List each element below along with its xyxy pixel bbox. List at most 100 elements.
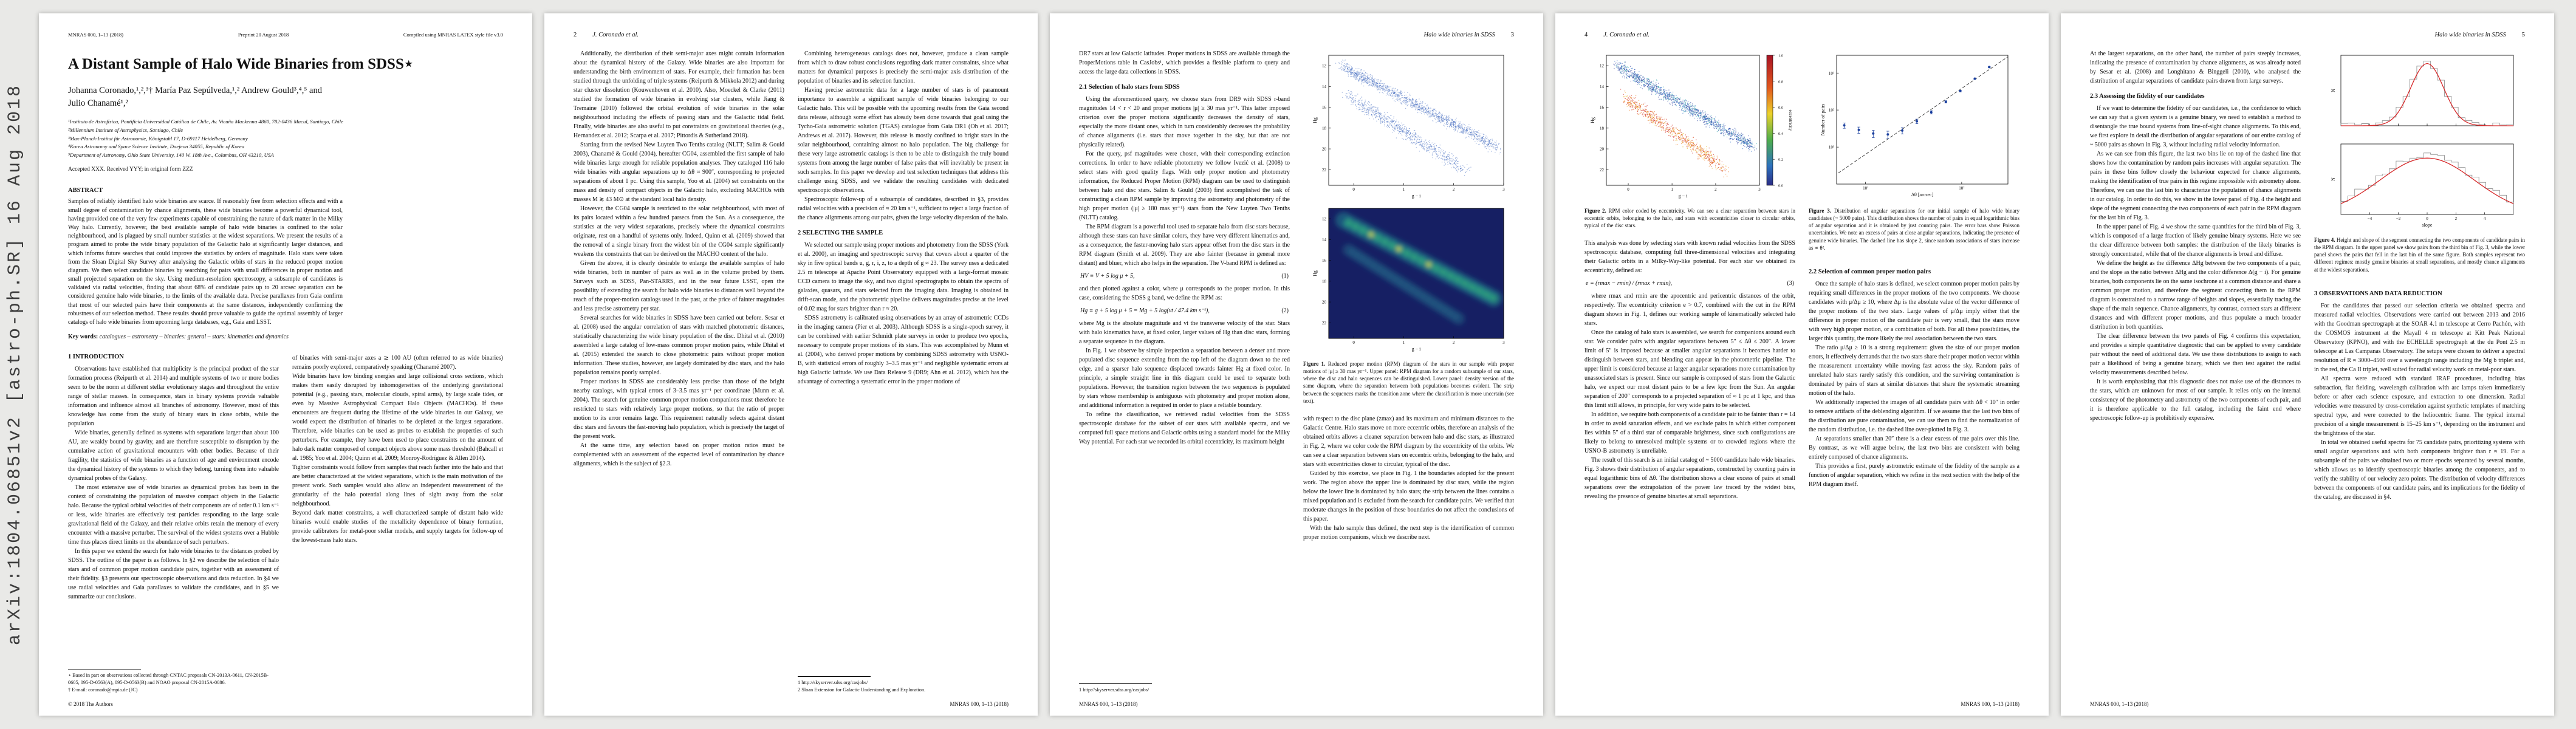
paragraph: Wide binaries have low binding energies …: [292, 373, 503, 462]
page2-paragraphs-right-a: Combining heterogeneous catalogs does no…: [798, 49, 1009, 222]
paragraph: We selected our sample using proper moti…: [798, 242, 1009, 312]
page4-running-head: 4 J. Coronado et al.: [1584, 32, 2019, 38]
svg-text:20: 20: [1600, 147, 1605, 152]
page3-footer: MNRAS 000, 1–13 (2018): [1079, 701, 1138, 707]
svg-text:16: 16: [1322, 258, 1327, 263]
page-number: 4: [1584, 32, 1588, 38]
svg-text:10²: 10²: [1828, 108, 1834, 113]
svg-text:−4: −4: [2367, 216, 2372, 221]
svg-text:12: 12: [1600, 64, 1605, 69]
paragraph: We additionally inspected the images of …: [1809, 399, 2019, 433]
page-2: 2 J. Coronado et al. Additionally, the d…: [544, 13, 1038, 716]
keywords-line: Key words: catalogues – astrometry – bin…: [68, 333, 343, 341]
figure-4-caption: Figure 4. Height and slope of the segmen…: [2314, 236, 2525, 273]
page-4: 4 J. Coronado et al. 0 1 2 3 12 14 16 18 20 22 g −…: [1555, 13, 2049, 716]
page2-columns: Additionally, the distribution of their …: [574, 49, 1009, 694]
paragraph: Combining heterogeneous catalogs does no…: [798, 50, 1009, 84]
intro-paragraphs-left: Observations have established that multi…: [68, 364, 279, 601]
svg-text:0: 0: [1352, 187, 1355, 192]
paragraph: Spectroscopic follow-up of a subsample o…: [798, 196, 1009, 221]
page4-paragraphs-left: where rmax and rmin are the apocentric a…: [1584, 292, 1795, 501]
footnote: 1 http://skyserver.sdss.org/casjobs/: [798, 679, 868, 685]
equation-3: e = (rmax − rmin) / (rmax + rmin), (3): [1586, 280, 1794, 287]
figure-3: 10¹ 10² 10³ 10² 10¹ Δθ [arcsec] Number of pair…: [1809, 50, 2019, 258]
page3-column-right: 0 1 2 3 12 14 16 18 20 22 g − i Hg 0 1 2 3 12 14 16 18 20 22…: [1303, 49, 1514, 694]
paragraph: The result of this search is an initial …: [1584, 457, 1795, 501]
section-3-heading: 3 OBSERVATIONS AND DATA REDUCTION: [2314, 290, 2442, 297]
svg-text:20: 20: [1322, 147, 1327, 152]
svg-text:0: 0: [1352, 340, 1355, 345]
paragraph: For the query, psf magnitudes were chose…: [1079, 151, 1290, 221]
page1-footer: © 2018 The Authors: [68, 701, 113, 707]
svg-text:10¹: 10¹: [1863, 186, 1868, 191]
paragraph: To refine the classification, we retriev…: [1079, 411, 1290, 445]
svg-text:g − i: g − i: [1411, 346, 1421, 352]
paragraph: With the halo sample thus defined, the n…: [1303, 524, 1514, 541]
paragraph: It is worth emphasizing that this diagno…: [2090, 378, 2301, 422]
arxiv-stamp: arXiv:1804.06851v2 [astro-ph.SR] 16 Aug …: [5, 83, 26, 646]
page2-running-head: 2 J. Coronado et al.: [574, 32, 1009, 38]
svg-text:4: 4: [2483, 216, 2485, 221]
paragraph: where Mg is the absolute magnitude and v…: [1079, 320, 1290, 345]
equation-1: HV ≡ V + 5 log μ + 5, (1): [1080, 273, 1289, 279]
svg-text:0.6: 0.6: [1778, 106, 1784, 110]
svg-text:Number of pairs: Number of pairs: [1820, 104, 1826, 135]
abstract-text: Samples of reliably identified halo wide…: [68, 198, 343, 326]
svg-text:20: 20: [1322, 300, 1327, 305]
equation-3-number: (3): [1787, 280, 1794, 287]
page-5: Halo wide binaries in SDSS 5 At the larg…: [2061, 13, 2554, 716]
equation-2: Hg ≡ g + 5 log μ + 5 = Mg + 5 log(vt / 4…: [1080, 307, 1289, 314]
page5-footer: MNRAS 000, 1–13 (2018): [2090, 701, 2149, 707]
figure-1-caption: Figure 1. Reduced proper motion (RPM) di…: [1303, 360, 1514, 405]
intro-paragraphs-right: of binaries with semi-major axes a ≳ 100…: [292, 354, 503, 545]
page2-footnotes: 1 http://skyserver.sdss.org/casjobs/2 Sl…: [798, 671, 1009, 694]
page1-column-right: of binaries with semi-major axes a ≳ 100…: [292, 354, 503, 694]
author-list: Johanna Coronado,¹,²,³† María Paz Sepúlv…: [68, 84, 503, 110]
svg-text:22: 22: [1322, 321, 1327, 326]
footnote-list: 1 http://skyserver.sdss.org/casjobs/2 Sl…: [798, 679, 1009, 694]
figure-1-label: Figure 1.: [1303, 361, 1326, 367]
paragraph: Observations have established that multi…: [68, 366, 279, 428]
svg-text:g − i: g − i: [1411, 193, 1421, 199]
affiliation-line: ³Max-Planck-Institut für Astronomie, Kön…: [68, 135, 248, 142]
page5-columns: At the largest separations, on the other…: [2090, 49, 2525, 694]
page4-column-left: 0 1 2 3 12 14 16 18 20 22 g − i Hg 1.0 0.8 0.6 0.4 0.2 0.…: [1584, 49, 1795, 694]
paragraph: We define the height as the difference Δ…: [2090, 260, 2301, 330]
section-2-heading: 2 SELECTING THE SAMPLE: [798, 230, 883, 236]
footnote: 2 Sloan Extension for Galactic Understan…: [798, 686, 926, 693]
page5-paragraphs-left: If we want to determine the fidelity of …: [2090, 104, 2301, 423]
paragraph: In Fig. 1 we observe by simple inspectio…: [1079, 347, 1290, 409]
paragraph: SDSS astrometry is calibrated using obse…: [798, 315, 1009, 385]
section-1-heading: 1 INTRODUCTION: [68, 354, 124, 361]
paragraph: Tighter constraints would follow from sa…: [292, 464, 503, 508]
author-line-2: Julio Chanamé¹,²: [68, 98, 128, 109]
svg-text:12: 12: [1322, 217, 1327, 222]
paragraph: Guided by this exercise, we place in Fig…: [1303, 470, 1514, 522]
page2-column-left: Additionally, the distribution of their …: [574, 49, 784, 694]
paragraph: This analysis was done by selecting star…: [1584, 240, 1795, 275]
section-2-1-heading: 2.1 Selection of halo stars from SDSS: [1079, 84, 1180, 91]
paragraph: with respect to the disc plane (zmax) an…: [1303, 415, 1514, 468]
page3-paragraphs-left: Using the aforementioned query, we choos…: [1079, 95, 1290, 268]
page3-footnotes: 1 http://skyserver.sdss.org/casjobs/: [1079, 679, 1290, 694]
svg-text:1: 1: [1402, 187, 1405, 192]
paragraph: Once the sample of halo stars is defined…: [1809, 280, 2019, 342]
svg-text:14: 14: [1600, 84, 1605, 89]
page2-footer: MNRAS 000, 1–13 (2018): [950, 701, 1009, 707]
page1-columns: 1 INTRODUCTION Observations have establi…: [68, 354, 503, 694]
page5-running-head: Halo wide binaries in SDSS 5: [2090, 32, 2526, 38]
svg-text:14: 14: [1322, 84, 1327, 89]
paragraph: In addition, we require both components …: [1584, 411, 1795, 455]
journal-reference: MNRAS 000, 1–13 (2018): [68, 32, 124, 38]
footnote-rule: [798, 676, 871, 677]
paragraph: For the candidates that passed our selec…: [2314, 302, 2525, 373]
paragraph: Having precise astrometric data for a la…: [798, 87, 1009, 194]
paragraph: At the largest separations, on the other…: [2090, 50, 2301, 84]
svg-text:0: 0: [1627, 187, 1629, 192]
affiliation-line: ⁴Korea Astronomy and Space Science Insti…: [68, 143, 245, 150]
svg-text:0.0: 0.0: [1778, 184, 1783, 188]
equation-1-number: (1): [1281, 273, 1289, 279]
page-3: Halo wide binaries in SDSS 3 DR7 stars a…: [1050, 13, 1543, 716]
svg-text:10¹: 10¹: [1828, 145, 1834, 150]
